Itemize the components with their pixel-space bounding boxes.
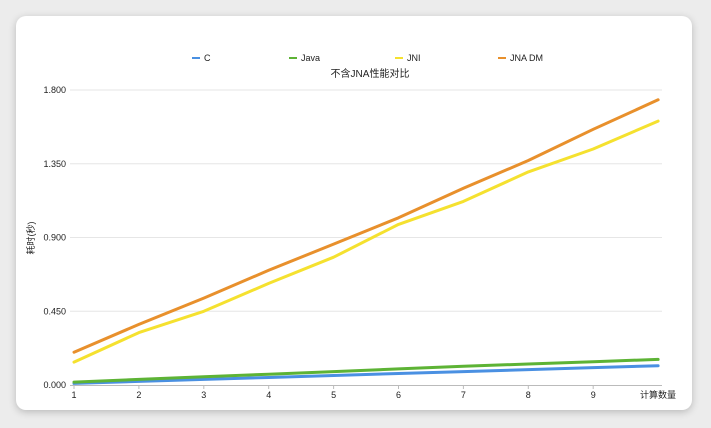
y-tick-label: 0.450: [43, 306, 66, 316]
x-tick-label: 7: [461, 390, 466, 400]
x-axis-label: 计算数量: [640, 389, 676, 400]
x-tick-label: 2: [136, 390, 141, 400]
y-tick-label: 0.000: [43, 380, 66, 390]
series-line-jni: [72, 119, 660, 364]
legend-label: JNI: [407, 53, 421, 63]
chart-card: [16, 16, 692, 410]
x-tick-label: 1: [71, 390, 76, 400]
legend-item[interactable]: C: [192, 53, 211, 63]
legend-item[interactable]: Java: [289, 53, 320, 63]
y-tick-label: 1.350: [43, 159, 66, 169]
legend-label: C: [204, 53, 211, 63]
y-axis-label: 耗时(秒): [25, 222, 36, 255]
y-tick-label: 0.900: [43, 233, 66, 243]
legend-label: JNA DM: [510, 53, 543, 63]
grid: [70, 89, 662, 312]
x-tick-label: 6: [396, 390, 401, 400]
series-line-jna-dm: [72, 98, 660, 354]
x-tick-label: 3: [201, 390, 206, 400]
series-line-java: [72, 357, 660, 384]
legend-item[interactable]: JNA DM: [498, 53, 543, 63]
x-tick-label: 9: [591, 390, 596, 400]
x-tick-label: 4: [266, 390, 271, 400]
y-tick-label: 1.800: [43, 85, 66, 95]
series-lines: [72, 98, 660, 385]
series-line-c: [72, 364, 660, 385]
legend-item[interactable]: JNI: [395, 53, 421, 63]
legend: C Java JNI JNA DM: [192, 53, 543, 63]
x-tick-label: 8: [526, 390, 531, 400]
x-tick-label: 5: [331, 390, 336, 400]
axes: 0.000 0.450 0.900 1.350 1.800 1 2 3 4 5 6 7 8 9: [43, 85, 662, 400]
chart-title: 不含JNA性能对比: [331, 67, 410, 80]
legend-label: Java: [301, 53, 320, 63]
